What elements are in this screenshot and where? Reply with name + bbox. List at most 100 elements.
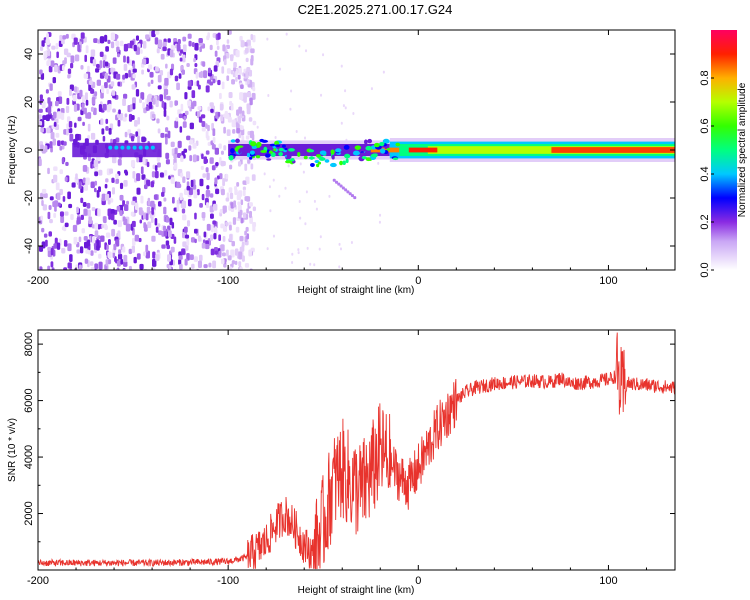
heatmap-noise-cell [211, 165, 216, 171]
heatmap-noise-cell [140, 166, 144, 175]
heatmap-noise-cell [85, 92, 88, 101]
heatmap-noise-cell [40, 127, 45, 133]
heatmap-noise-cell [50, 60, 55, 68]
heatmap-noise-cell [245, 57, 249, 63]
snr-frame [37, 329, 676, 571]
heatmap-noise-cell [85, 113, 90, 119]
heatmap-noise-cell [165, 216, 170, 223]
heatmap-noise-cell [212, 128, 216, 137]
heatmap-noise-cell [116, 267, 120, 270]
heatmap-noise-cell [52, 77, 57, 84]
heatmap-noise-cell [135, 89, 140, 97]
heatmap-noise-cell [94, 171, 99, 177]
heatmap-noise-cell [220, 258, 225, 265]
heatmap-noise-cell [94, 222, 99, 230]
heatmap-noise-cell [231, 260, 236, 265]
heatmap-noise-cell [82, 177, 86, 184]
heatmap-noise-cell [131, 84, 136, 90]
heatmap-noise-cell [152, 98, 156, 105]
heatmap-noise-cell [157, 74, 162, 83]
spectrogram-x-tick-label: 0 [415, 275, 421, 287]
heatmap-signal-blob [318, 157, 326, 161]
heatmap-noise-cell [187, 80, 192, 87]
heatmap-signal-blob [382, 138, 390, 144]
heatmap-noise-cell [93, 38, 98, 44]
heatmap-signal-blob [386, 147, 391, 151]
heatmap-noise-cell [229, 266, 233, 270]
heatmap-noise-cell [161, 244, 166, 249]
heatmap-noise-cell [50, 131, 55, 140]
heatmap-noise-cell [378, 220, 381, 224]
heatmap-noise-cell [245, 70, 249, 79]
heatmap-noise-cell [169, 49, 174, 58]
heatmap-noise-cell [272, 234, 275, 238]
heatmap-noise-cell [230, 202, 234, 209]
heatmap-noise-cell [134, 120, 138, 127]
heatmap-signal-blob [364, 150, 370, 156]
heatmap-noise-cell [206, 223, 211, 231]
heatmap-noise-cell [45, 38, 50, 46]
heatmap-noise-cell [181, 69, 185, 75]
heatmap-noise-cell [379, 213, 382, 217]
heatmap-noise-cell [239, 266, 243, 270]
heatmap-noise-cell [83, 208, 88, 216]
heatmap-signal-blob [285, 160, 292, 164]
heatmap-noise-cell [63, 48, 69, 55]
figure-title: C2E1.2025.271.00.17.G24 [298, 2, 453, 17]
heatmap-noise-cell [344, 89, 347, 93]
heatmap-noise-cell [220, 150, 224, 155]
heatmap-noise-cell [56, 97, 60, 102]
heatmap-noise-cell [142, 102, 145, 109]
heatmap-signal-blob [230, 139, 236, 143]
heatmap-noise-cell [232, 217, 237, 225]
heatmap-noise-cell [83, 241, 89, 249]
heatmap-noise-cell [128, 265, 132, 270]
heatmap-noise-cell [67, 262, 72, 269]
heatmap-noise-cell [160, 132, 165, 138]
heatmap-noise-cell [272, 178, 275, 182]
heatmap-noise-cell [103, 223, 108, 229]
heatmap-noise-cell [225, 52, 230, 59]
heatmap-noise-cell [88, 216, 93, 225]
heatmap-noise-cell [67, 74, 71, 79]
heatmap-signal-blob [273, 148, 277, 152]
heatmap-noise-cell [117, 119, 121, 127]
heatmap-noise-cell [105, 46, 109, 52]
heatmap-noise-cell [328, 194, 331, 198]
heatmap-noise-cell [101, 224, 104, 229]
heatmap-noise-cell [229, 164, 233, 170]
heatmap-noise-cell [110, 32, 115, 41]
heatmap-noise-cell [129, 104, 133, 112]
heatmap-noise-cell [240, 125, 244, 131]
heatmap-noise-cell [238, 115, 242, 124]
heatmap-noise-cell [209, 44, 213, 51]
heatmap-noise-cell [197, 111, 201, 119]
heatmap-noise-cell [109, 168, 114, 174]
heatmap-noise-cell [49, 141, 53, 149]
heatmap-noise-cell [206, 202, 209, 209]
heatmap-noise-cell [163, 197, 167, 202]
heatmap-noise-cell [100, 118, 104, 125]
heatmap-noise-cell [105, 232, 111, 238]
heatmap-noise-cell [180, 155, 184, 162]
heatmap-noise-cell [320, 93, 323, 97]
heatmap-noise-cell [252, 34, 256, 43]
heatmap-noise-cell [172, 259, 175, 266]
heatmap-noise-cell [207, 124, 210, 132]
heatmap-noise-cell [231, 119, 236, 128]
heatmap-signal-blob [236, 145, 241, 149]
heatmap-noise-cell [315, 207, 318, 211]
heatmap-noise-cell [248, 117, 253, 122]
heatmap-noise-cell [234, 189, 238, 196]
heatmap-noise-cell [228, 92, 233, 99]
heatmap-signal-blob [345, 158, 349, 164]
heatmap-noise-cell [56, 51, 59, 59]
heatmap-noise-cell [340, 64, 343, 68]
heatmap-noise-cell [111, 228, 116, 237]
heatmap-noise-cell [191, 263, 195, 269]
heatmap-noise-cell [226, 39, 230, 44]
heatmap-noise-cell [180, 203, 184, 209]
heatmap-noise-cell [179, 263, 183, 270]
heatmap-noise-cell [189, 122, 194, 130]
heatmap-noise-cell [194, 212, 197, 220]
